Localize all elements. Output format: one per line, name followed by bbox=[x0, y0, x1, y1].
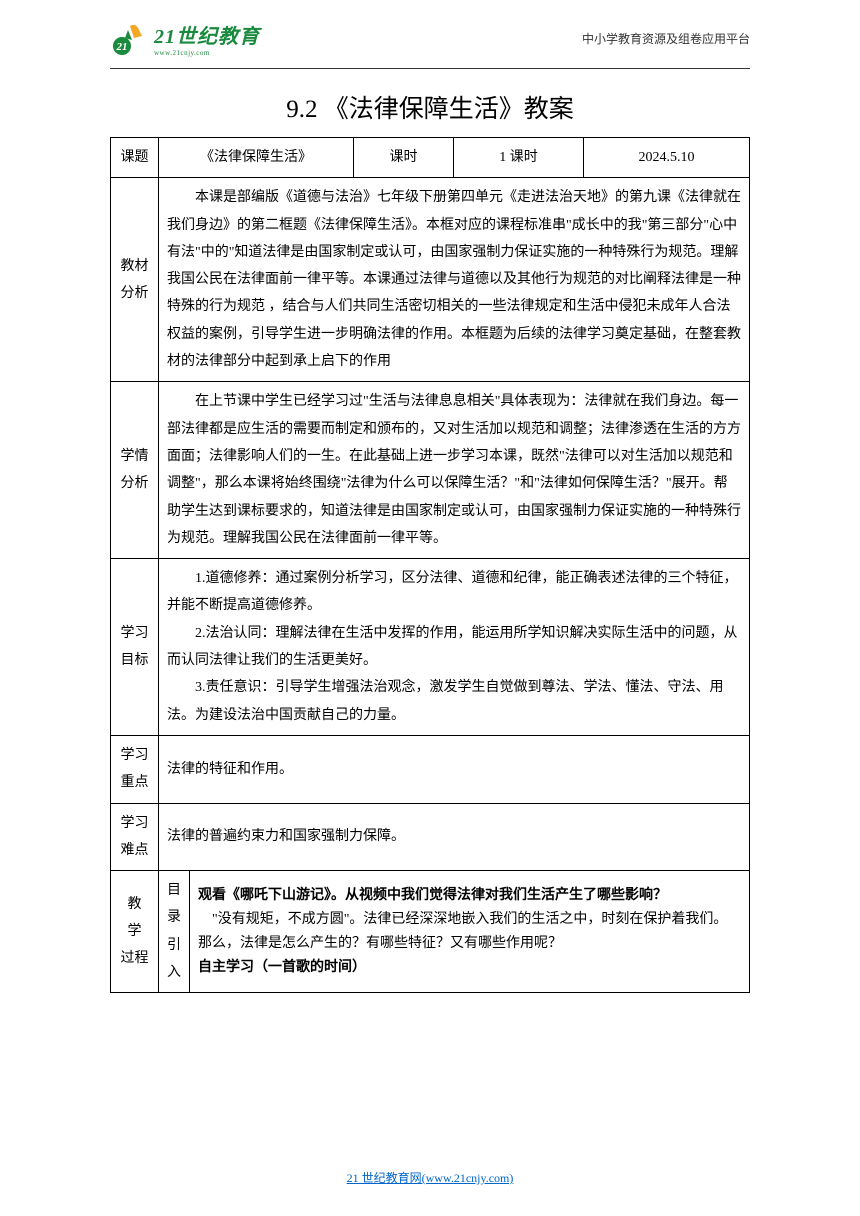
footer-site-url[interactable]: (www.21cnjy.com) bbox=[422, 1171, 514, 1185]
table-row: 学习 重点 法律的特征和作用。 bbox=[111, 735, 750, 803]
sublabel: 目 录 引 入 bbox=[159, 871, 190, 992]
goal-item: 1.道德修养：通过案例分析学习，区分法律、道德和纪律，能正确表述法律的三个特征，… bbox=[167, 565, 741, 620]
topic-label: 课题 bbox=[111, 138, 159, 178]
logo-url: www.21cnjy.com bbox=[154, 49, 260, 57]
date-value: 2024.5.10 bbox=[584, 138, 750, 178]
difficulties-content: 法律的普遍约束力和国家强制力保障。 bbox=[159, 803, 750, 871]
header-divider bbox=[110, 68, 750, 69]
lesson-plan-table: 课题 《法律保障生活》 课时 1 课时 2024.5.10 教材 分析 本课是部… bbox=[110, 137, 750, 993]
page-header: 21 21世纪教育 www.21cnjy.com 中小学教育资源及组卷应用平台 bbox=[0, 0, 860, 68]
teaching-process-label: 教 学 过程 bbox=[111, 871, 159, 993]
learner-analysis-label: 学情 分析 bbox=[111, 382, 159, 559]
key-points-content: 法律的特征和作用。 bbox=[159, 735, 750, 803]
goal-item: 2.法治认同：理解法律在生活中发挥的作用，能运用所学知识解决实际生活中的问题，从… bbox=[167, 620, 741, 675]
teaching-process-content: 目 录 引 入 观看《哪吒下山游记》。从视频中我们觉得法律对我们生活产生了哪些影… bbox=[159, 871, 750, 993]
table-row: 教 学 过程 目 录 引 入 观看《哪吒下山游记》。从视频中我们觉得法律对我们生… bbox=[111, 871, 750, 993]
page-title: 9.2 《法律保障生活》教案 bbox=[0, 89, 860, 125]
period-value: 1 课时 bbox=[454, 138, 584, 178]
footer-site-name[interactable]: 21 世纪教育网 bbox=[347, 1171, 422, 1185]
process-paragraph: "没有规矩，不成方圆"。法律已经深深地嵌入我们的生活之中，时刻在保护着我们。那么… bbox=[198, 908, 741, 956]
logo-brand: 21世纪教育 bbox=[154, 20, 260, 49]
table-row: 课题 《法律保障生活》 课时 1 课时 2024.5.10 bbox=[111, 138, 750, 178]
goal-item: 3.责任意识：引导学生增强法治观念，激发学生自觉做到尊法、学法、懂法、守法、用法… bbox=[167, 674, 741, 729]
difficulties-label: 学习 难点 bbox=[111, 803, 159, 871]
logo-icon: 21 bbox=[110, 18, 150, 58]
period-label: 课时 bbox=[354, 138, 454, 178]
table-row: 学习 难点 法律的普遍约束力和国家强制力保障。 bbox=[111, 803, 750, 871]
bold-question: 观看《哪吒下山游记》。从视频中我们觉得法律对我们生活产生了哪些影响？ bbox=[198, 884, 741, 908]
learning-goals-label: 学习 目标 bbox=[111, 559, 159, 736]
table-row: 学情 分析 在上节课中学生已经学习过"生活与法律息息相关"具体表现为：法律就在我… bbox=[111, 382, 750, 559]
textbook-analysis-content: 本课是部编版《道德与法治》七年级下册第四单元《走进法治天地》的第九课《法律就在我… bbox=[159, 178, 750, 382]
topic-value: 《法律保障生活》 bbox=[159, 138, 354, 178]
svg-text:21: 21 bbox=[116, 41, 128, 53]
page-footer: 21 世纪教育网(www.21cnjy.com) bbox=[0, 1169, 860, 1186]
bold-instruction: 自主学习（一首歌的时间） bbox=[198, 956, 741, 980]
logo-text: 21世纪教育 www.21cnjy.com bbox=[154, 20, 260, 57]
learning-goals-content: 1.道德修养：通过案例分析学习，区分法律、道德和纪律，能正确表述法律的三个特征，… bbox=[159, 559, 750, 736]
textbook-analysis-label: 教材 分析 bbox=[111, 178, 159, 382]
logo-area: 21 21世纪教育 www.21cnjy.com bbox=[110, 18, 260, 58]
table-row: 教材 分析 本课是部编版《道德与法治》七年级下册第四单元《走进法治天地》的第九课… bbox=[111, 178, 750, 382]
header-subtitle: 中小学教育资源及组卷应用平台 bbox=[582, 30, 750, 47]
table-row: 学习 目标 1.道德修养：通过案例分析学习，区分法律、道德和纪律，能正确表述法律… bbox=[111, 559, 750, 736]
teaching-process-body: 观看《哪吒下山游记》。从视频中我们觉得法律对我们生活产生了哪些影响？ "没有规矩… bbox=[190, 871, 750, 992]
key-points-label: 学习 重点 bbox=[111, 735, 159, 803]
learner-analysis-content: 在上节课中学生已经学习过"生活与法律息息相关"具体表现为：法律就在我们身边。每一… bbox=[159, 382, 750, 559]
